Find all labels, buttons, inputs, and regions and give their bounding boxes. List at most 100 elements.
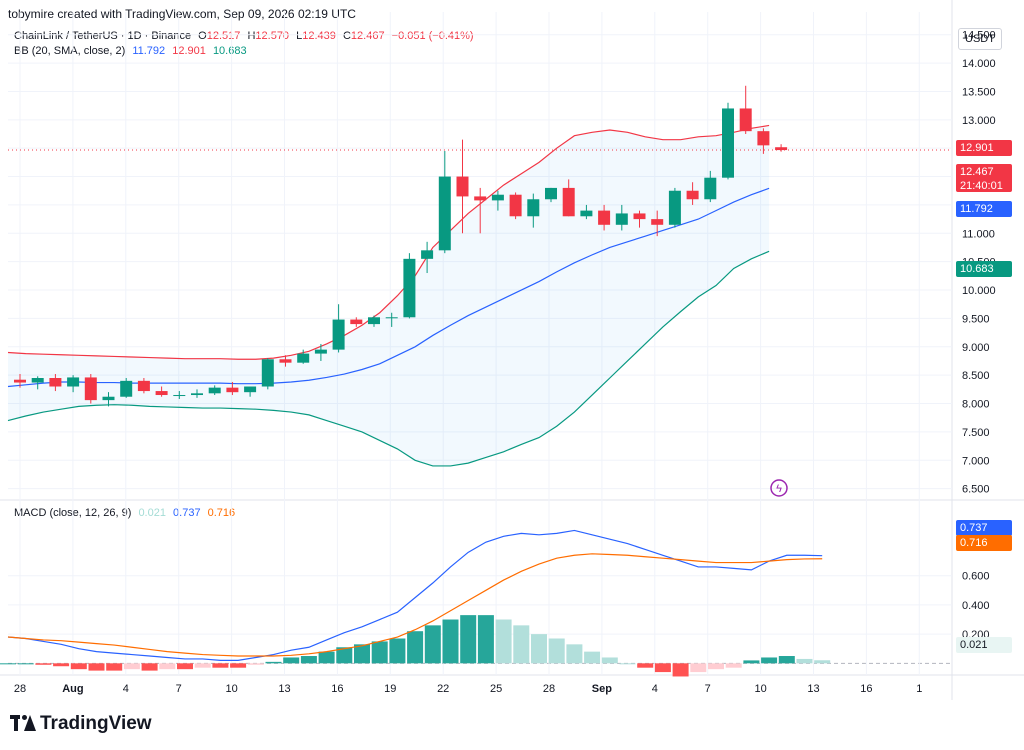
price-tick-label: 14.000 [962, 58, 996, 70]
bb-upper-value: 12.901 [172, 45, 206, 57]
candle-body [385, 317, 398, 319]
macd-signal-line [7, 553, 823, 657]
macd-hist-bar [70, 663, 87, 670]
ohlc-low: L12.439 [296, 30, 336, 42]
time-tick-label: 22 [437, 683, 449, 695]
time-tick-label: 10 [754, 683, 766, 695]
macd-signal-value: 0.716 [207, 507, 236, 519]
macd-hist-bar [53, 663, 70, 667]
macd-hist-bar [106, 663, 123, 671]
macd-hist-bar [477, 615, 494, 664]
macd-line [7, 529, 823, 661]
header-credit: tobymire created with TradingView.com, S… [8, 7, 356, 21]
macd-hist-bar [0, 663, 16, 665]
bb-basis-tag: 11.792 [956, 201, 1012, 217]
candle-body [722, 108, 734, 178]
time-tick-label: 1 [916, 683, 922, 695]
bb-upper-tag: 12.901 [956, 140, 1012, 156]
macd-hist-bar [442, 619, 459, 664]
candle-body [155, 391, 168, 396]
price-tick-label: 13.500 [962, 86, 996, 98]
price-tick-label: 7.500 [962, 427, 990, 439]
macd-hist-bar [247, 663, 264, 665]
macd-line-value: 0.737 [173, 507, 201, 519]
candle-body [633, 213, 646, 220]
candle-body [438, 176, 451, 251]
candle-body [651, 219, 664, 225]
macd-hist-bar [619, 663, 636, 665]
macd-hist-bar [265, 661, 282, 664]
candle-body [350, 319, 363, 325]
candle-body [120, 380, 133, 397]
macd-hist-bar [318, 651, 335, 664]
candle-body [456, 176, 469, 197]
macd-hist-bar [283, 657, 300, 664]
candle-body [739, 108, 752, 132]
change-label: −0.051 (−0.41%) [391, 30, 474, 42]
candle-body [562, 187, 575, 217]
macd-tick-label: 0.400 [962, 600, 990, 612]
price-tick-label: 6.500 [962, 484, 990, 496]
candle-body [297, 353, 310, 363]
ohlc-close: C12.467 [342, 30, 385, 42]
time-tick-label: 19 [384, 683, 396, 695]
macd-hist-bar [761, 657, 778, 664]
time-tick-label: 4 [652, 683, 658, 695]
ohlc-high: H12.570 [247, 30, 290, 42]
candle-body [261, 359, 274, 387]
price-tag-value: 12.467 [960, 166, 994, 178]
bb-lower-line [7, 250, 770, 467]
macd-hist-bar [194, 663, 211, 668]
price-tick-label: 9.500 [962, 313, 990, 325]
macd-hist-bar [35, 663, 52, 665]
symbol-label: ChainLink / TetherUS · 1D · Binance [14, 30, 192, 42]
candle-body [421, 250, 434, 259]
candle-body [49, 378, 62, 387]
candle-body [686, 190, 699, 200]
brand-name: TradingView [40, 713, 152, 734]
macd-hist-bar [460, 615, 477, 664]
candle-body [279, 359, 292, 363]
macd-hist-bar [796, 658, 813, 664]
candle-body [368, 317, 380, 325]
price-tick-label: 14.500 [962, 30, 996, 42]
time-tick-label: 16 [331, 683, 343, 695]
time-tick-label: 4 [123, 683, 129, 695]
macd-hist-bar [300, 656, 317, 664]
time-tick-label: 7 [705, 683, 711, 695]
bb-legend: BB (20, SMA, close, 2) 11.792 12.901 10.… [14, 45, 251, 57]
macd-hist-bar [513, 625, 530, 664]
bb-upper-line [7, 124, 770, 360]
tradingview-logo: TradingView [10, 713, 152, 735]
bb-fill [8, 125, 770, 466]
macd-hist-bar [637, 663, 654, 668]
price-tick-label: 9.000 [962, 342, 990, 354]
price-tick-label: 11.000 [962, 228, 995, 240]
macd-hist-bar [212, 663, 229, 668]
candle-body [474, 196, 487, 201]
macd-hist-bar [548, 638, 565, 664]
candle-body [173, 395, 186, 397]
macd-hist-bar [159, 663, 176, 670]
macd-signal-tag: 0.716 [956, 535, 1012, 551]
macd-hist-tag: 0.021 [956, 637, 1012, 653]
bb-basis-value: 11.792 [132, 45, 166, 57]
event-flash-icon[interactable] [770, 479, 788, 497]
macd-hist-bar [690, 663, 707, 673]
candle-body [208, 387, 221, 394]
macd-hist-bar [725, 663, 742, 668]
currency-button[interactable]: USDT [958, 28, 1002, 50]
candle-body [509, 194, 522, 217]
candle-body [775, 147, 788, 151]
macd-tick-label: 0.600 [962, 571, 990, 583]
macd-hist-bar [601, 657, 618, 664]
candle-body [332, 319, 345, 350]
candle-body [67, 377, 80, 387]
bb-lower-value: 10.683 [212, 45, 247, 57]
bb-label: BB (20, SMA, close, 2) [14, 45, 126, 57]
macd-hist-bar [354, 644, 370, 664]
time-tick-label: Aug [62, 683, 83, 695]
candle-body [191, 393, 203, 396]
macd-hist-bar [672, 663, 689, 677]
